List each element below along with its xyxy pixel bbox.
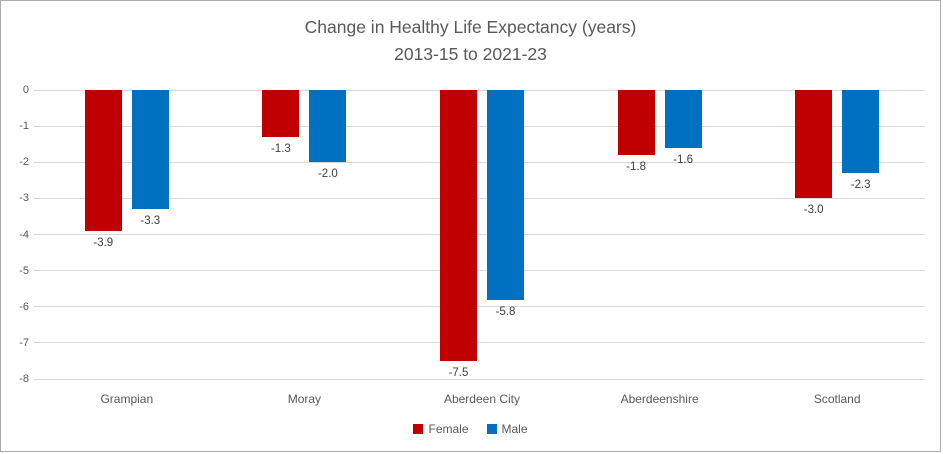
data-label-male-grampian: -3.3 <box>140 215 161 228</box>
data-label-male-aberdeenshire: -1.6 <box>673 153 693 166</box>
gridline-y--2 <box>34 161 925 163</box>
legend-label-male: Male <box>501 422 528 436</box>
legend-item-female: Female <box>413 422 469 436</box>
category-label-aberdeen-city: Aberdeen City <box>443 392 520 406</box>
bar-female-aberdeenshire <box>617 90 655 156</box>
data-label-male-aberdeen-city: -5.8 <box>495 305 516 318</box>
data-label-female-moray: -1.3 <box>270 142 291 155</box>
data-label-female-grampian: -3.9 <box>93 236 114 249</box>
category-label-moray: Moray <box>287 392 322 406</box>
data-label-male-scotland: -2.3 <box>850 179 871 192</box>
y-axis-tick-label: -6 <box>19 300 29 313</box>
bar-female-scotland <box>795 90 833 199</box>
legend-label-female: Female <box>428 422 469 436</box>
y-axis-tick-label: -1 <box>19 120 29 133</box>
chart-title-line1: Change in Healthy Life Expectancy (years… <box>304 17 637 37</box>
bar-female-grampian <box>84 90 122 231</box>
gridline-y--3 <box>34 197 925 199</box>
data-label-female-scotland: -3.0 <box>803 204 824 217</box>
y-axis-tick-label: -4 <box>19 228 29 241</box>
gridline-y--8 <box>34 378 925 380</box>
data-label-female-aberdeenshire: -1.8 <box>626 161 646 174</box>
legend-item-male: Male <box>486 422 528 436</box>
chart-title-line2: 2013-15 to 2021-23 <box>394 44 547 64</box>
chart-title: Change in Healthy Life Expectancy (years… <box>1 14 940 68</box>
y-axis-tick-label: 0 <box>22 84 29 96</box>
category-label-aberdeenshire: Aberdeenshire <box>620 392 699 406</box>
y-axis-tick-label: -8 <box>19 373 29 385</box>
y-axis-tick-label: -5 <box>19 264 29 277</box>
gridline-y--1 <box>34 125 925 127</box>
chart-legend: Female Male <box>1 422 940 436</box>
bar-male-scotland <box>842 90 880 174</box>
bar-female-moray <box>262 90 300 137</box>
legend-swatch-female <box>413 424 424 434</box>
bar-male-aberdeenshire <box>664 90 702 148</box>
y-axis-tick-label: -2 <box>19 156 29 169</box>
gridline-y-0 <box>34 89 925 91</box>
data-label-female-aberdeen-city: -7.5 <box>448 366 469 379</box>
bar-male-moray <box>309 90 347 163</box>
legend-swatch-male <box>486 424 497 434</box>
bar-male-aberdeen-city <box>487 90 524 300</box>
bar-male-grampian <box>131 90 169 210</box>
y-axis-tick-label: -7 <box>19 336 29 349</box>
gridline-y--5 <box>34 270 925 272</box>
data-label-male-moray: -2.0 <box>317 168 338 181</box>
category-label-grampian: Grampian <box>100 392 154 406</box>
gridline-y--6 <box>34 306 925 308</box>
gridline-y--4 <box>34 234 925 235</box>
bar-female-aberdeen-city <box>440 90 477 361</box>
category-label-scotland: Scotland <box>813 392 861 406</box>
gridline-y--7 <box>34 342 925 344</box>
y-axis-tick-label: -3 <box>19 192 29 205</box>
